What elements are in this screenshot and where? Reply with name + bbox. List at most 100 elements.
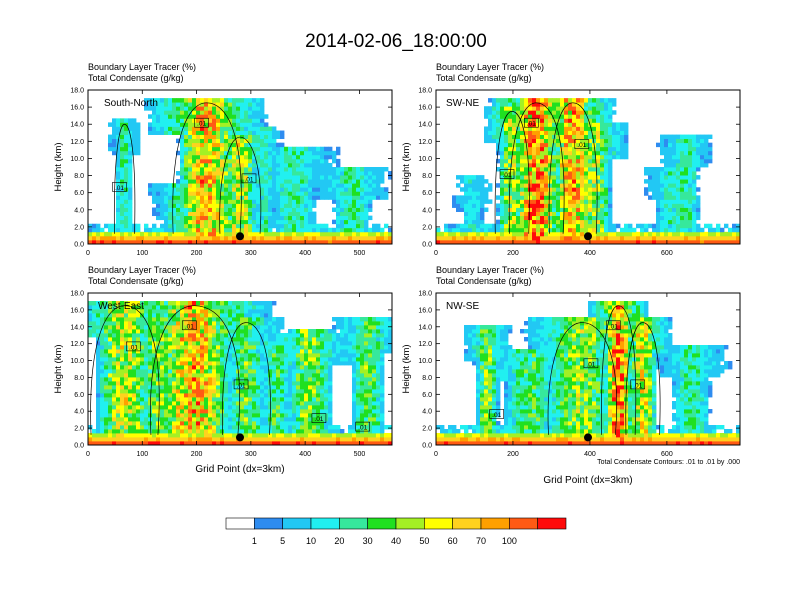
- heatmap-cell: [576, 239, 581, 244]
- contour-label: .01: [527, 121, 536, 128]
- heatmap-cell: [116, 425, 121, 430]
- heatmap-cell: [272, 219, 277, 225]
- heatmap-cell: [572, 191, 577, 196]
- heatmap-cell: [180, 373, 185, 378]
- heatmap-cell: [448, 223, 453, 229]
- heatmap-cell: [196, 317, 201, 322]
- heatmap-cell: [556, 211, 561, 217]
- heatmap-cell: [220, 437, 225, 442]
- heatmap-cell: [516, 126, 521, 131]
- heatmap-cell: [540, 106, 545, 111]
- heatmap-cell: [556, 110, 561, 115]
- heatmap-cell: [584, 146, 589, 152]
- heatmap-cell: [212, 162, 217, 168]
- heatmap-cell: [188, 215, 193, 221]
- heatmap-cell: [144, 337, 149, 342]
- heatmap-cell: [500, 150, 505, 156]
- heatmap-cell: [568, 171, 573, 176]
- heatmap-cell: [216, 317, 221, 322]
- heatmap-cell: [684, 231, 689, 237]
- heatmap-cell: [516, 158, 521, 164]
- heatmap-cell: [704, 142, 709, 148]
- heatmap-cell: [644, 223, 649, 229]
- heatmap-cell: [200, 154, 205, 160]
- heatmap-cell: [184, 357, 189, 362]
- heatmap-cell: [224, 393, 229, 398]
- heatmap-cell: [140, 397, 145, 402]
- heatmap-cell: [224, 187, 229, 192]
- heatmap-cell: [512, 235, 517, 241]
- heatmap-cell: [192, 183, 197, 188]
- heatmap-cell: [204, 154, 209, 160]
- heatmap-cell: [216, 199, 221, 204]
- heatmap-cell: [224, 309, 229, 314]
- heatmap-cell: [580, 191, 585, 196]
- heatmap-cell: [360, 211, 365, 217]
- heatmap-cell: [244, 138, 249, 144]
- heatmap-cell: [212, 114, 217, 119]
- x-tick-label: 0: [86, 250, 90, 257]
- heatmap-cell: [464, 195, 469, 200]
- heatmap-cell: [300, 179, 305, 184]
- heatmap-cell: [120, 162, 125, 168]
- heatmap-cell: [364, 231, 369, 237]
- heatmap-cell: [372, 171, 377, 176]
- heatmap-cell: [224, 333, 229, 338]
- heatmap-cell: [224, 110, 229, 115]
- heatmap-cell: [156, 361, 161, 366]
- heatmap-cell: [292, 203, 297, 208]
- heatmap-cell: [192, 114, 197, 119]
- heatmap-cell: [176, 337, 181, 342]
- heatmap-cell: [108, 223, 113, 229]
- heatmap-cell: [92, 223, 97, 229]
- heatmap-cell: [156, 215, 161, 221]
- heatmap-cell: [580, 167, 585, 172]
- heatmap-cell: [212, 150, 217, 156]
- heatmap-cell: [500, 187, 505, 192]
- heatmap-cell: [116, 433, 121, 438]
- heatmap-cell: [360, 219, 365, 225]
- heatmap-cell: [116, 142, 121, 148]
- heatmap-cell: [216, 325, 221, 330]
- heatmap-cell: [108, 134, 113, 140]
- heatmap-cell: [572, 195, 577, 200]
- heatmap-cell: [304, 191, 309, 196]
- heatmap-cell: [660, 150, 665, 156]
- heatmap-cell: [128, 305, 133, 310]
- heatmap-cell: [256, 171, 261, 176]
- heatmap-cell: [536, 231, 541, 237]
- heatmap-cell: [236, 114, 241, 119]
- heatmap-cell: [484, 191, 489, 196]
- heatmap-cell: [192, 405, 197, 410]
- heatmap-cell: [592, 118, 597, 123]
- heatmap-cell: [208, 429, 213, 434]
- heatmap-cell: [96, 325, 101, 330]
- heatmap-cell: [488, 106, 493, 111]
- heatmap-cell: [664, 138, 669, 144]
- heatmap-cell: [360, 179, 365, 184]
- heatmap-cell: [680, 211, 685, 217]
- heatmap-cell: [240, 405, 245, 410]
- heatmap-cell: [228, 150, 233, 156]
- heatmap-cell: [364, 215, 369, 221]
- heatmap-cell: [216, 191, 221, 196]
- heatmap-cell: [180, 150, 185, 156]
- heatmap-cell: [140, 341, 145, 346]
- heatmap-cell: [284, 223, 289, 229]
- heatmap-cell: [724, 231, 729, 237]
- heatmap-cell: [168, 433, 173, 438]
- heatmap-cell: [244, 409, 249, 414]
- heatmap-cell: [264, 203, 269, 208]
- heatmap-cell: [112, 361, 117, 366]
- heatmap-cell: [244, 357, 249, 362]
- heatmap-cell: [128, 122, 133, 127]
- heatmap-cell: [100, 309, 105, 314]
- heatmap-cell: [600, 150, 605, 156]
- heatmap-cell: [592, 122, 597, 127]
- heatmap-cell: [596, 102, 601, 107]
- heatmap-cell: [508, 110, 513, 115]
- heatmap-cell: [584, 154, 589, 160]
- heatmap-cell: [188, 389, 193, 394]
- heatmap-cell: [120, 401, 125, 406]
- heatmap-cell: [184, 373, 189, 378]
